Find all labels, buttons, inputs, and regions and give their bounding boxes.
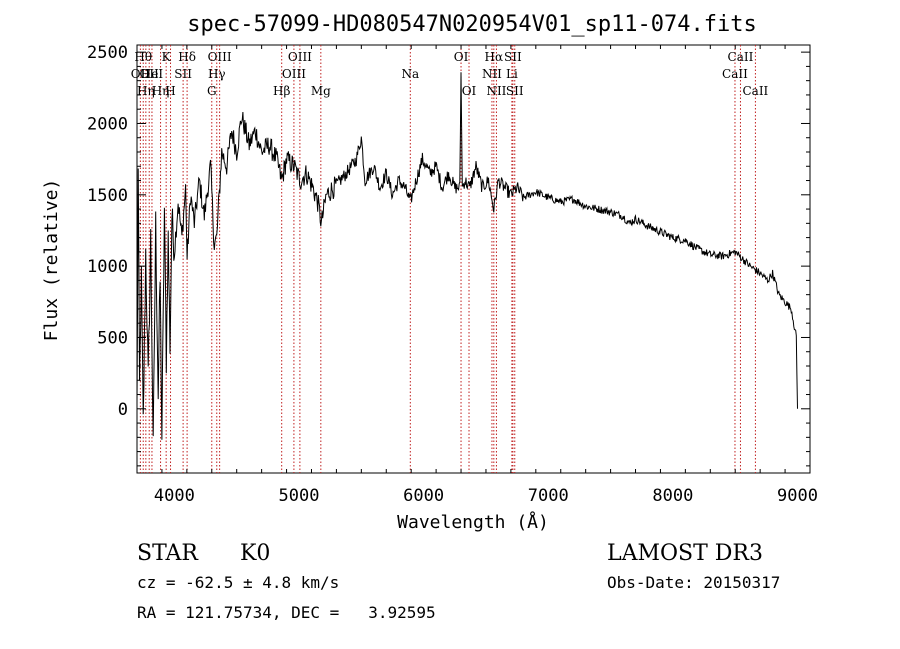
spectral-line-label: OI [462, 84, 477, 98]
x-tick-label: 7000 [528, 486, 569, 506]
spectrum-line [136, 72, 798, 440]
redshift-text: cz = -62.5 ± 4.8 km/s [137, 573, 339, 592]
y-tick-label: 1500 [87, 186, 128, 206]
survey-name: LAMOST DR3 [607, 541, 763, 566]
chart-title: spec-57099-HD080547N020954V01_sp11-074.f… [187, 12, 757, 37]
spectral-line-label: OIII [288, 50, 312, 64]
y-tick-label: 500 [97, 328, 128, 348]
x-axis-ticks: 4000 5000 6000 7000 8000 9000 [136, 45, 818, 506]
spectral-line-markers [139, 45, 756, 473]
y-tick-label: 0 [118, 400, 128, 420]
plot-frame [136, 44, 811, 474]
x-tick-label: 5000 [279, 486, 320, 506]
spectral-line-label: SII [504, 50, 522, 64]
spectral-line-label: SII [174, 67, 192, 81]
spectral-line-label: Hη [137, 84, 155, 98]
spectral-line-label: Hγ [208, 67, 226, 81]
spectral-line-label: NII [482, 67, 502, 81]
y-tick-label: 2500 [87, 43, 128, 63]
spectral-line-label: OIII [282, 67, 306, 81]
x-tick-label: 6000 [403, 486, 444, 506]
x-tick-label: 8000 [652, 486, 693, 506]
spectral-line-label: Hδ [178, 50, 196, 64]
object-subclass: K0 [240, 541, 270, 566]
spectral-line-label: CaII [742, 84, 768, 98]
spectral-line-label: Na [401, 67, 419, 81]
spectral-line-label: Hη [152, 84, 170, 98]
spectral-line-label: H [165, 84, 175, 98]
spectral-line-label: NII [486, 84, 506, 98]
object-class: STAR [137, 541, 199, 566]
spectral-line-label: Hα [485, 50, 504, 64]
x-axis-label: Wavelength (Å) [397, 511, 549, 533]
spectral-line-label: K [162, 50, 172, 64]
spectral-line-label: G [207, 84, 217, 98]
spectral-line-label: Hθ [134, 50, 152, 64]
spectral-line-label: OII [131, 67, 151, 81]
y-axis-label: Flux (relative) [41, 179, 62, 342]
x-tick-label: 4000 [154, 486, 195, 506]
spectral-line-label: SII [506, 84, 524, 98]
spectral-line-label: Li [506, 67, 518, 81]
coordinates-text: RA = 121.75734, DEC = 3.92595 [137, 603, 436, 622]
y-tick-label: 2000 [87, 114, 128, 134]
spectral-line-label: Mg [311, 84, 331, 98]
x-tick-label: 9000 [777, 486, 818, 506]
spectral-line-label: Hβ [273, 84, 290, 98]
spectral-line-label: OI [454, 50, 469, 64]
spectral-line-label: CaII [722, 67, 748, 81]
spectral-line-label: OIII [208, 50, 232, 64]
y-axis-ticks: 0 500 1000 1500 2000 2500 [87, 43, 810, 467]
spectral-line-label: OII [140, 67, 160, 81]
spectral-line-label: HeI [141, 67, 164, 81]
y-tick-label: 1000 [87, 257, 128, 277]
spectral-line-label: CaII [728, 50, 754, 64]
obs-date: Obs-Date: 20150317 [607, 573, 780, 592]
spectral-line-labels: OIIHθHηOIIHeIHηKHSIIHδGHγOIIIHβOIIIOIIIM… [131, 50, 769, 98]
